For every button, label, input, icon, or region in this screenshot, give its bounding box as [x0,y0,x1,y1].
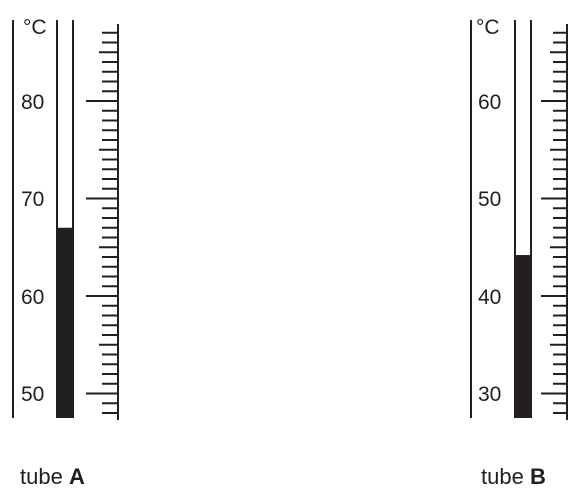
thermometer-b-liquid-column [515,255,531,418]
thermometer-b-label-50: 50 [478,188,501,211]
thermometer-b-ticks [541,31,567,414]
thermometer-b-caption: tube B [481,464,546,489]
thermometer-a-caption-letter: A [69,464,85,489]
thermometer-a-unit: °C [23,16,47,39]
thermometer-a-label-70: 70 [21,188,44,211]
thermometer-a-liquid-column [57,227,73,418]
thermometer-a: °C 80 70 60 50 tube A [12,16,119,489]
thermometer-b-label-30: 30 [478,383,501,406]
thermometer-b: °C 60 50 40 30 tube B [470,16,568,489]
thermometer-b-label-40: 40 [478,286,501,309]
thermometer-a-caption: tube A [20,464,85,489]
thermometer-a-label-60: 60 [21,286,44,309]
thermometer-b-label-60: 60 [478,91,501,114]
thermometer-b-unit: °C [476,16,500,39]
thermometer-b-caption-letter: B [530,464,546,489]
thermometer-a-ticks [86,31,118,414]
thermometer-a-label-80: 80 [21,91,44,114]
thermometer-a-label-50: 50 [21,383,44,406]
